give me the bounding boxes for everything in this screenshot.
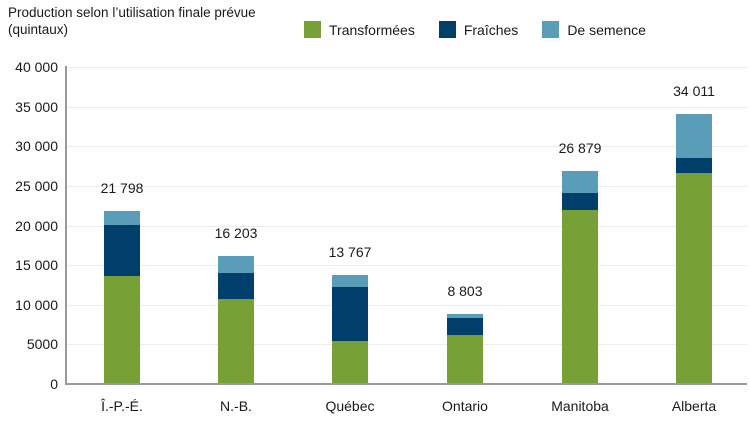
x-tick-label: Ontario: [442, 398, 488, 414]
bar-segment-semence: [218, 255, 254, 274]
y-tick-label: 0: [50, 376, 58, 392]
bar-total-label: 26 879: [558, 139, 602, 156]
bar-segment-semence: [104, 211, 140, 226]
y-tick-label: 35 000: [15, 98, 58, 115]
bar-total-label: 34 011: [673, 83, 715, 100]
gridline: [67, 344, 747, 345]
legend-label-fraiches: Fraîches: [463, 21, 519, 38]
legend-item-semence: De semence: [542, 21, 646, 38]
bar-segment-semence: [676, 114, 712, 158]
bar-total-label: 13 767: [328, 243, 372, 260]
bar-segment-transformees: [447, 334, 483, 384]
chart-title: Production selon l’utilisation finale pr…: [8, 4, 256, 38]
y-axis-line: [65, 66, 67, 385]
y-tick-label: 30 000: [15, 138, 58, 155]
chart-title-line-2: (quintaux): [8, 22, 69, 37]
bar-segment-transformees: [104, 276, 140, 384]
legend-swatch-transformees: [304, 21, 321, 38]
bar-segment-semence: [562, 170, 598, 193]
y-tick-label: 5000: [26, 336, 58, 353]
legend-label-semence: De semence: [567, 21, 646, 38]
bar-segment-fraiches: [562, 193, 598, 211]
bar-total-label: 21 798: [100, 180, 144, 197]
gridline: [67, 107, 747, 108]
gridline: [67, 226, 747, 227]
bar-segment-fraiches: [218, 273, 254, 300]
bar-segment-semence: [332, 274, 368, 287]
x-tick-label: Alberta: [671, 398, 717, 414]
x-axis-line: [65, 383, 747, 385]
bar-segment-transformees: [218, 299, 254, 384]
bar-total-label: 8 803: [447, 283, 483, 300]
gridline: [67, 265, 747, 266]
x-tick-label: N.-B.: [220, 398, 252, 414]
legend-swatch-semence: [542, 21, 560, 38]
bar-segment-fraiches: [104, 225, 140, 277]
y-tick-label: 15 000: [15, 257, 58, 274]
y-tick-label: 20 000: [15, 217, 58, 234]
gridline: [67, 305, 747, 306]
gridline: [67, 146, 747, 147]
bar-segment-transformees: [676, 173, 712, 384]
gridline: [67, 186, 747, 187]
x-tick-label: Québec: [325, 398, 375, 414]
bar-segment-fraiches: [447, 317, 483, 335]
x-tick-label: Manitoba: [551, 398, 609, 414]
bar-segment-fraiches: [332, 286, 368, 342]
bar-segment-semence: [447, 314, 483, 318]
legend-label-transformees: Transformées: [329, 21, 415, 38]
x-tick-label: Î.-P.-É.: [101, 398, 143, 414]
y-tick-label: 10 000: [15, 296, 58, 313]
bar-segment-transformees: [562, 210, 598, 384]
legend-item-transformees: Transformées: [304, 21, 415, 38]
legend: Transformées Fraîches De semence: [304, 21, 670, 38]
bar-total-label: 16 203: [214, 224, 258, 241]
bar-segment-fraiches: [676, 157, 712, 174]
legend-swatch-fraiches: [438, 21, 456, 38]
y-tick-label: 25 000: [15, 177, 58, 194]
chart-title-line-1: Production selon l’utilisation finale pr…: [8, 5, 256, 20]
legend-item-fraiches: Fraîches: [438, 21, 519, 38]
y-tick-label: 40 000: [15, 59, 58, 75]
gridline: [67, 67, 747, 68]
bar-segment-transformees: [332, 341, 368, 384]
